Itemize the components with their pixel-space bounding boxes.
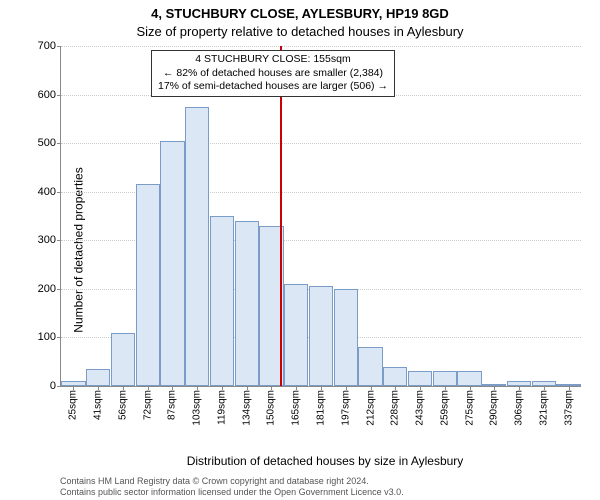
histogram-bar [111, 333, 135, 386]
plot-area: 25sqm41sqm56sqm72sqm87sqm103sqm119sqm134… [60, 46, 581, 387]
chart-container: 4, STUCHBURY CLOSE, AYLESBURY, HP19 8GD … [0, 0, 600, 500]
chart-title-address: 4, STUCHBURY CLOSE, AYLESBURY, HP19 8GD [0, 6, 600, 21]
x-tick-label: 41sqm [93, 390, 104, 420]
annotation-line2: ← 82% of detached houses are smaller (2,… [158, 67, 388, 81]
annotation-line1: 4 STUCHBURY CLOSE: 155sqm [158, 53, 388, 67]
x-tick-label: 87sqm [167, 390, 178, 420]
histogram-bar [358, 347, 382, 386]
histogram-bar [408, 371, 432, 386]
histogram-bar [284, 284, 308, 386]
footer-line1: Contains HM Land Registry data © Crown c… [60, 476, 590, 487]
histogram-bar [160, 141, 184, 386]
y-tick-label: 400 [20, 186, 56, 198]
y-tick-mark [57, 289, 61, 290]
y-tick-mark [57, 386, 61, 387]
annotation-line3: 17% of semi-detached houses are larger (… [158, 80, 388, 94]
histogram-bar [334, 289, 358, 386]
footer-line2: Contains public sector information licen… [60, 487, 590, 498]
annotation-box: 4 STUCHBURY CLOSE: 155sqm ← 82% of detac… [151, 50, 395, 97]
y-tick-mark [57, 143, 61, 144]
x-tick-label: 243sqm [415, 390, 426, 426]
histogram-bar [433, 371, 457, 386]
x-tick-label: 259sqm [439, 390, 450, 426]
histogram-bar [309, 286, 333, 386]
histogram-bar [235, 221, 259, 386]
y-tick-label: 200 [20, 283, 56, 295]
y-tick-label: 300 [20, 234, 56, 246]
y-tick-mark [57, 337, 61, 338]
y-tick-mark [57, 192, 61, 193]
x-tick-label: 103sqm [192, 390, 203, 426]
x-tick-label: 275sqm [464, 390, 475, 426]
x-axis-label: Distribution of detached houses by size … [60, 454, 590, 468]
y-tick-mark [57, 95, 61, 96]
x-tick-label: 337sqm [563, 390, 574, 426]
x-tick-label: 181sqm [316, 390, 327, 426]
x-tick-label: 165sqm [291, 390, 302, 426]
histogram-bar [86, 369, 110, 386]
y-tick-label: 600 [20, 89, 56, 101]
chart-title-subtitle: Size of property relative to detached ho… [0, 24, 600, 39]
x-tick-label: 56sqm [117, 390, 128, 420]
x-tick-label: 228sqm [390, 390, 401, 426]
histogram-bar [185, 107, 209, 386]
histogram-bar [457, 371, 481, 386]
x-tick-label: 134sqm [241, 390, 252, 426]
x-tick-label: 150sqm [266, 390, 277, 426]
y-tick-label: 0 [20, 380, 56, 392]
y-tick-label: 500 [20, 137, 56, 149]
x-tick-label: 25sqm [68, 390, 79, 420]
y-tick-label: 700 [20, 40, 56, 52]
y-tick-label: 100 [20, 331, 56, 343]
reference-line [280, 46, 282, 386]
x-tick-label: 306sqm [514, 390, 525, 426]
x-tick-label: 321sqm [538, 390, 549, 426]
x-tick-label: 197sqm [340, 390, 351, 426]
histogram-bar [210, 216, 234, 386]
x-tick-label: 72sqm [142, 390, 153, 420]
y-tick-mark [57, 46, 61, 47]
x-tick-label: 119sqm [216, 390, 227, 425]
footer-attribution: Contains HM Land Registry data © Crown c… [60, 476, 590, 499]
histogram-bar [383, 367, 407, 386]
x-tick-label: 212sqm [365, 390, 376, 426]
histogram-bar [136, 184, 160, 386]
bars-layer [61, 46, 581, 386]
y-tick-mark [57, 240, 61, 241]
x-tick-label: 290sqm [489, 390, 500, 426]
